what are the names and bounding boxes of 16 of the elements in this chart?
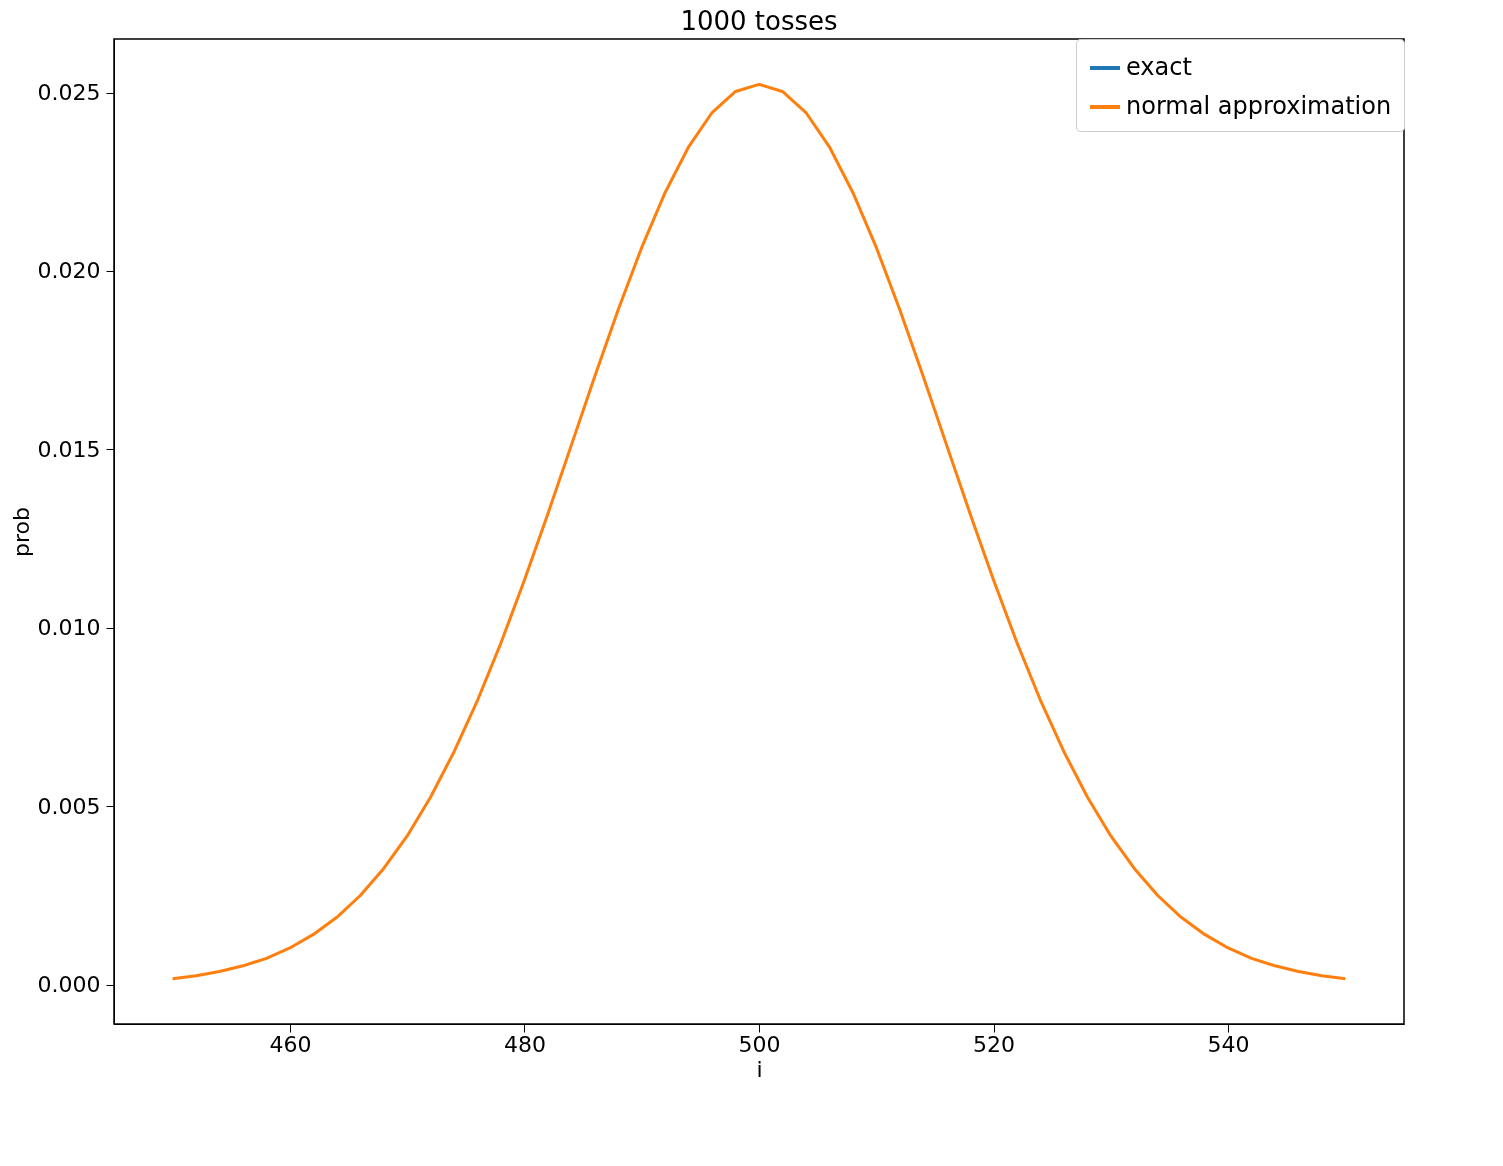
x-tick-label: 540 [1207, 1031, 1250, 1057]
chart-title: 1000 tosses [680, 5, 838, 36]
y-tick-label: 0.000 [37, 972, 101, 998]
y-tick-label: 0.020 [37, 258, 101, 284]
legend-label: normal approximation [1126, 92, 1392, 120]
x-axis-title: i [756, 1056, 763, 1082]
y-axis-title: prob [8, 507, 34, 557]
y-tick-label: 0.005 [37, 793, 101, 819]
x-tick-label: 480 [503, 1031, 546, 1057]
legend-label: exact [1126, 53, 1192, 81]
y-tick-label: 0.015 [37, 436, 101, 462]
y-tick-label: 0.010 [37, 615, 101, 641]
x-tick-label: 520 [973, 1031, 1016, 1057]
x-tick-label: 460 [269, 1031, 312, 1057]
y-tick-label: 0.025 [37, 80, 101, 106]
x-tick-label: 500 [738, 1031, 781, 1057]
